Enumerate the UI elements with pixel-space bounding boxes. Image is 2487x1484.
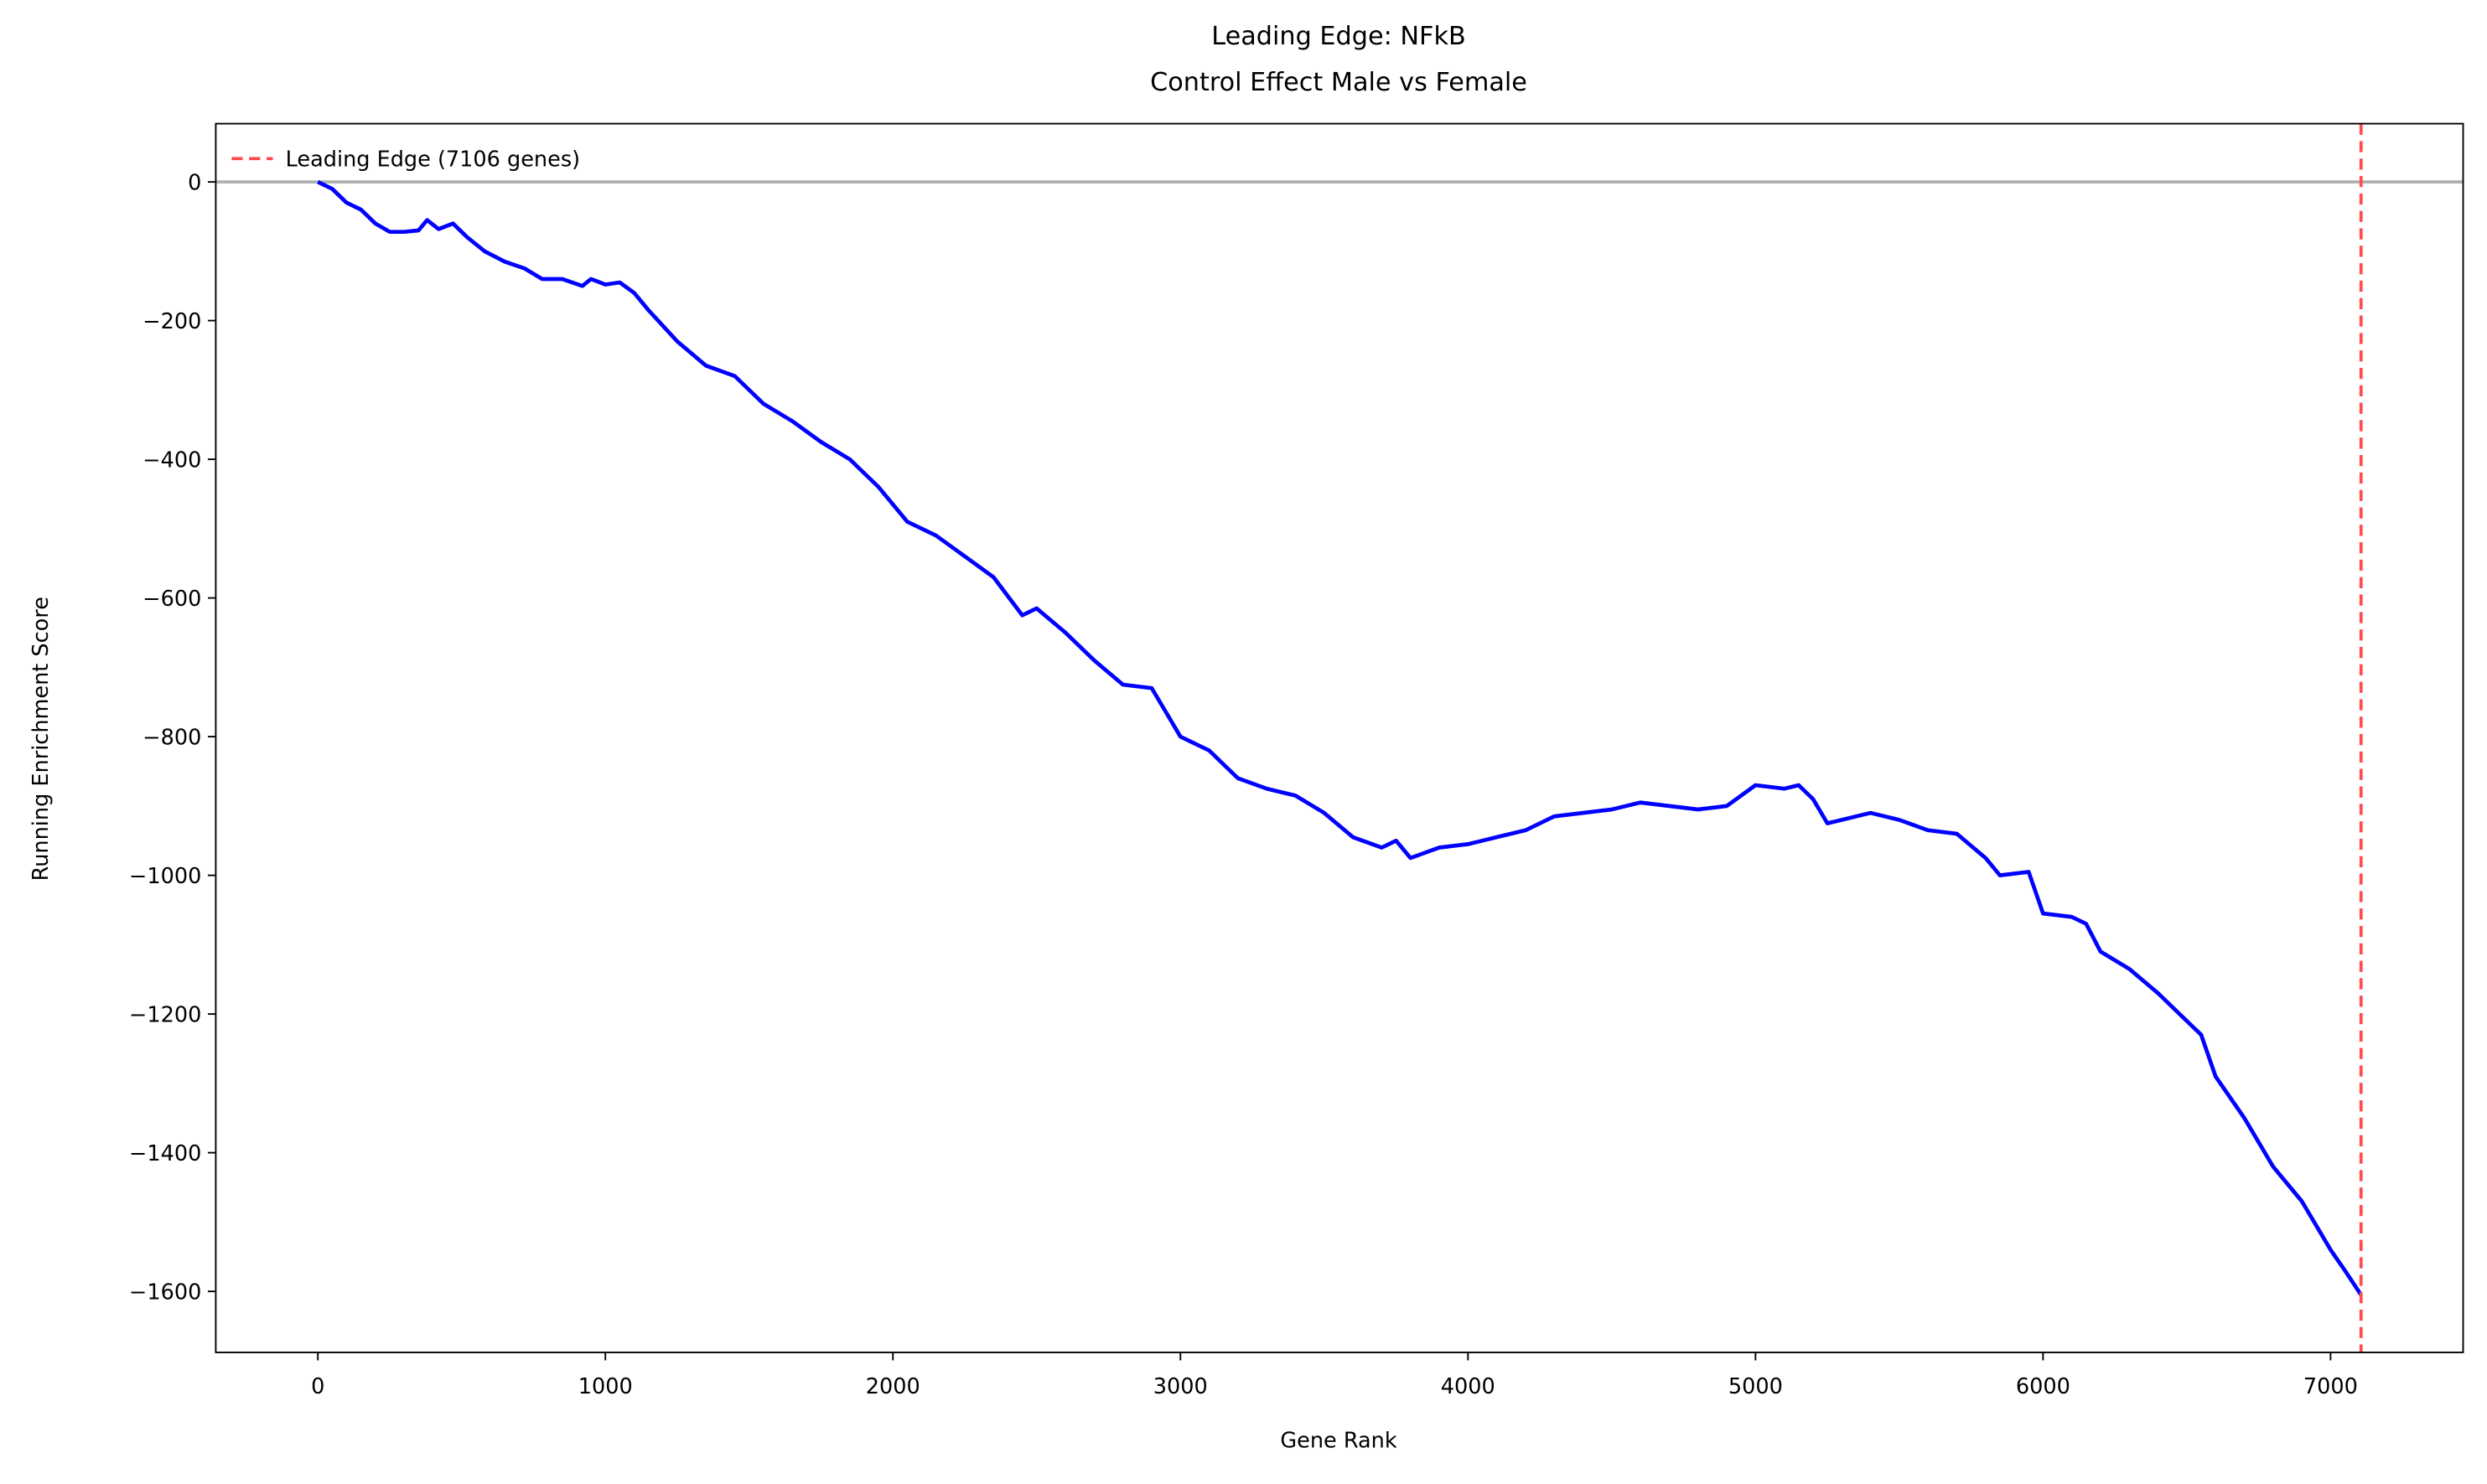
y-tick-label: −1400 — [129, 1141, 201, 1166]
x-tick-label: 2000 — [866, 1374, 920, 1399]
y-tick-label: −800 — [142, 726, 201, 751]
x-axis-label: Gene Rank — [1280, 1428, 1397, 1453]
y-tick-label: −1000 — [129, 864, 201, 889]
chart-title: Leading Edge: NFkB — [1211, 22, 1465, 51]
plot-frame — [215, 122, 2464, 1353]
x-tick-label: 1000 — [578, 1374, 633, 1399]
y-tick-label: −1200 — [129, 1003, 201, 1028]
y-tick-label: −600 — [142, 587, 201, 612]
y-tick-label: 0 — [188, 171, 201, 196]
x-tick-label: 3000 — [1153, 1374, 1208, 1399]
legend-label: Leading Edge (7106 genes) — [286, 147, 580, 173]
chart-subtitle: Control Effect Male vs Female — [1150, 68, 1527, 97]
y-tick-label: −1600 — [129, 1280, 201, 1306]
y-tick-label: −200 — [142, 309, 201, 334]
x-tick-label: 4000 — [1441, 1374, 1495, 1399]
y-axis-label: Running Enrichment Score — [28, 597, 54, 881]
x-tick-label: 0 — [311, 1374, 324, 1399]
y-tick-label: −400 — [142, 448, 201, 473]
x-tick-label: 6000 — [2016, 1374, 2070, 1399]
x-tick-label: 5000 — [1728, 1374, 1783, 1399]
x-tick-label: 7000 — [2303, 1374, 2358, 1399]
line-series — [317, 179, 2363, 1296]
